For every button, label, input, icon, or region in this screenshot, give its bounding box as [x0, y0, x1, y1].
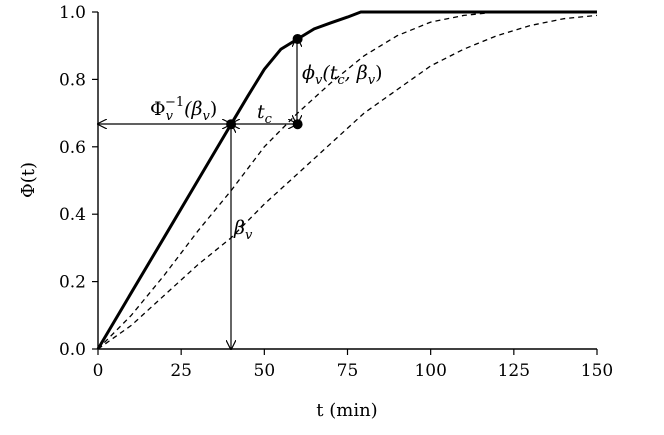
y-tick-label: 1.0 — [59, 3, 86, 23]
y-axis-label: Φ(t) — [18, 162, 39, 198]
annotation-arrows — [98, 38, 297, 349]
y-ticks: 0.0 0.2 0.4 0.6 0.8 1.0 — [59, 3, 98, 360]
y-tick-label: 0.0 — [59, 340, 86, 360]
x-tick-label: 150 — [581, 361, 613, 381]
label-beta: βv — [233, 217, 253, 243]
x-tick-label: 50 — [254, 361, 276, 381]
x-tick-label: 75 — [337, 361, 359, 381]
annotation-labels: Φv−1(βv) tc ϕv(tc, βv) βv — [150, 62, 383, 243]
label-tc: tc — [257, 101, 273, 127]
y-tick-label: 0.4 — [59, 205, 86, 225]
x-tick-label: 25 — [170, 361, 192, 381]
series-line-dashed-2 — [97, 14, 598, 350]
y-tick-label: 0.8 — [59, 70, 86, 90]
x-ticks: 0 25 50 75 100 125 150 — [93, 349, 613, 381]
y-tick-label: 0.6 — [59, 138, 86, 158]
label-phi-inverse: Φv−1(βv) — [150, 95, 217, 124]
label-phi-v: ϕv(tc, βv) — [302, 62, 383, 88]
x-tick-label: 100 — [414, 361, 446, 381]
axes: 0 25 50 75 100 125 150 0.0 0.2 0.4 0.6 0.8 1.0 t (m… — [18, 3, 613, 421]
x-axis-label: t (min) — [316, 400, 377, 421]
x-tick-label: 0 — [93, 361, 104, 381]
y-tick-label: 0.2 — [59, 273, 86, 293]
series-line-dashed-1 — [97, 11, 597, 350]
x-tick-label: 125 — [498, 361, 530, 381]
